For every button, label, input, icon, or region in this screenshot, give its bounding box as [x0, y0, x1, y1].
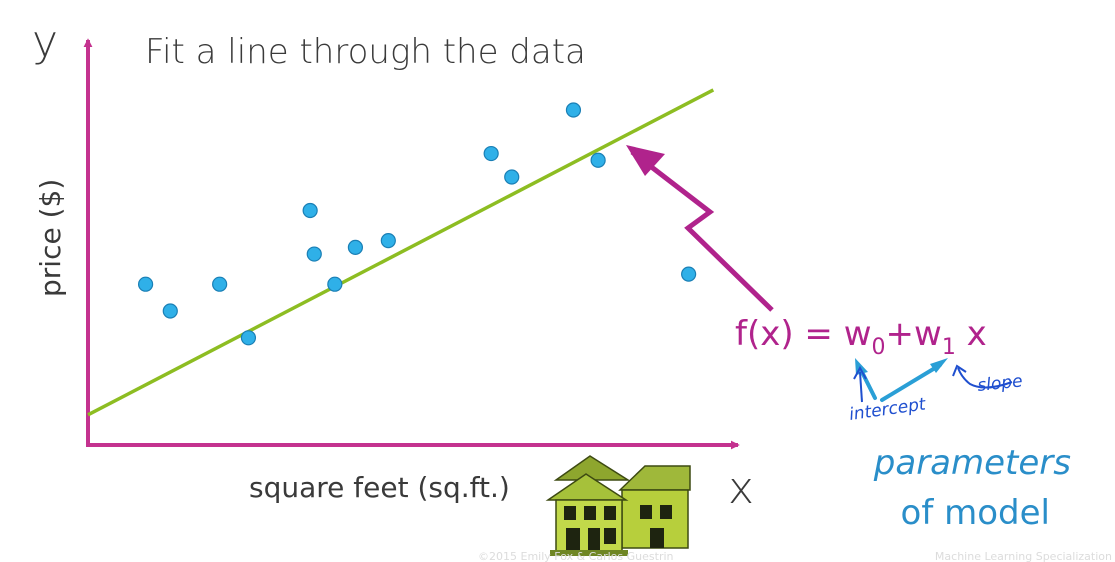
formula-w0-subscript: 0 — [872, 335, 886, 360]
formula-w1-subscript: 1 — [942, 335, 956, 360]
data-point — [380, 233, 396, 249]
footer-copyright: ©2015 Emily Fox & Carlos Guestrin — [478, 550, 674, 562]
fit-line — [87, 88, 715, 417]
data-point — [681, 266, 697, 282]
data-point — [590, 152, 606, 168]
data-point — [327, 276, 343, 292]
model-formula: f(x) = w0+w1 x — [735, 314, 987, 360]
of-model-label: of model — [901, 493, 1050, 533]
formula-plus-w: +w — [886, 314, 942, 354]
zigzag-arrow-icon — [626, 145, 774, 312]
slope-annotation: slope — [976, 371, 1023, 396]
y-axis-label: price ($) — [34, 179, 67, 297]
data-point — [212, 276, 228, 292]
intercept-up-arrow-icon — [853, 365, 867, 403]
slope-pointer-icon — [880, 358, 948, 402]
x-axis-letter: x — [728, 463, 754, 514]
parameters-label: parameters — [873, 443, 1071, 483]
data-point — [302, 202, 318, 219]
data-point — [483, 145, 499, 162]
data-point — [137, 276, 154, 292]
slide-title: Fit a line through the data — [145, 32, 586, 72]
house-illustration-icon — [545, 455, 691, 556]
y-axis-letter: y — [32, 16, 58, 67]
scatter-plot — [87, 88, 715, 417]
data-point — [347, 239, 364, 255]
data-point — [240, 330, 257, 346]
x-axis-label: square feet (sq.ft.) — [249, 471, 510, 504]
data-point — [162, 303, 178, 319]
data-point — [565, 102, 582, 118]
intercept-annotation: intercept — [848, 394, 928, 425]
formula-tail: x — [956, 314, 987, 354]
formula-lhs: f(x) = w — [735, 314, 872, 354]
data-point — [504, 169, 520, 185]
slope-hook-arrow-icon — [952, 364, 1013, 389]
data-point — [306, 246, 322, 262]
footer-course: Machine Learning Specialization — [935, 550, 1112, 562]
